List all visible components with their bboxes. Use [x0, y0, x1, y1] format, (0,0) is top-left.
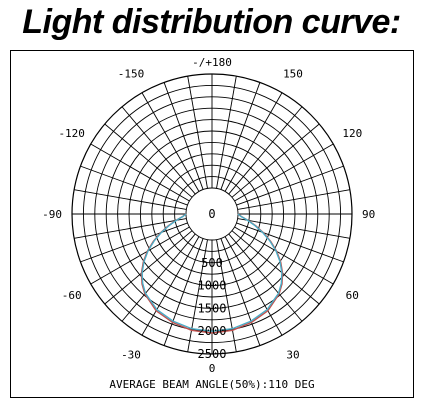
- grid-spoke: [80, 165, 188, 206]
- labels: 0 30 60 90 120 150 -/+180 -150 -120 -90 -60 -30 500 1…: [42, 56, 375, 391]
- angle-label: -60: [62, 289, 82, 302]
- angle-label: 30: [286, 348, 299, 361]
- radial-tick-label: 2000: [198, 324, 227, 338]
- grid-spoke: [228, 106, 303, 195]
- radial-tick-label: 1000: [198, 279, 227, 293]
- grid-spoke: [216, 239, 237, 352]
- grid-spoke: [74, 189, 187, 210]
- grid-spoke: [90, 226, 190, 285]
- chart-frame: [10, 50, 414, 398]
- angle-label: 90: [362, 208, 375, 221]
- grid-spoke: [237, 189, 350, 210]
- grid-spoke: [121, 233, 196, 322]
- grid-spoke: [236, 165, 344, 206]
- angle-label: -30: [121, 348, 141, 361]
- intensity-curve: [141, 213, 283, 332]
- grid-spoke: [80, 222, 188, 263]
- grid-spoke: [104, 230, 193, 305]
- grid-spoke: [228, 233, 303, 322]
- angle-label: 0: [209, 362, 216, 375]
- radial-tick-label: 0: [208, 207, 215, 221]
- grid-spoke: [187, 76, 208, 189]
- grid-spoke: [220, 238, 261, 346]
- grid-spoke: [224, 92, 283, 192]
- grid-spoke: [231, 230, 320, 305]
- grid-spoke: [187, 239, 208, 352]
- grid-spoke: [74, 218, 187, 239]
- angle-label: -90: [42, 208, 62, 221]
- grid-spoke: [224, 236, 283, 336]
- grid-spoke: [141, 92, 200, 192]
- beam-angle-note: AVERAGE BEAM ANGLE(50%):110 DEG: [109, 378, 314, 391]
- grid-spoke: [220, 82, 261, 190]
- chart-title: Light distribution curve:: [22, 3, 401, 41]
- radial-tick-label: 500: [201, 256, 223, 270]
- angle-label: -150: [118, 68, 145, 81]
- angle-label: 120: [342, 127, 362, 140]
- radial-tick-label: 2500: [198, 347, 227, 361]
- grid-spoke: [163, 82, 204, 190]
- grid-spoke: [104, 123, 193, 198]
- curves: [140, 213, 284, 334]
- grid-spoke: [234, 226, 334, 285]
- angle-label: 150: [283, 68, 303, 81]
- grid-spoke: [90, 143, 190, 202]
- angle-label: -/+180: [192, 56, 232, 69]
- polar-grid: [71, 73, 353, 355]
- grid-spoke: [141, 236, 200, 336]
- grid-spoke: [231, 123, 320, 198]
- radial-tick-label: 1500: [198, 301, 227, 315]
- grid-spoke: [121, 106, 196, 195]
- grid-spoke: [163, 238, 204, 346]
- grid-spoke: [234, 143, 334, 202]
- grid-spoke: [237, 218, 350, 239]
- grid-spoke: [236, 222, 344, 263]
- angle-label: -120: [58, 127, 85, 140]
- angle-label: 60: [346, 289, 359, 302]
- grid-spoke: [216, 76, 237, 189]
